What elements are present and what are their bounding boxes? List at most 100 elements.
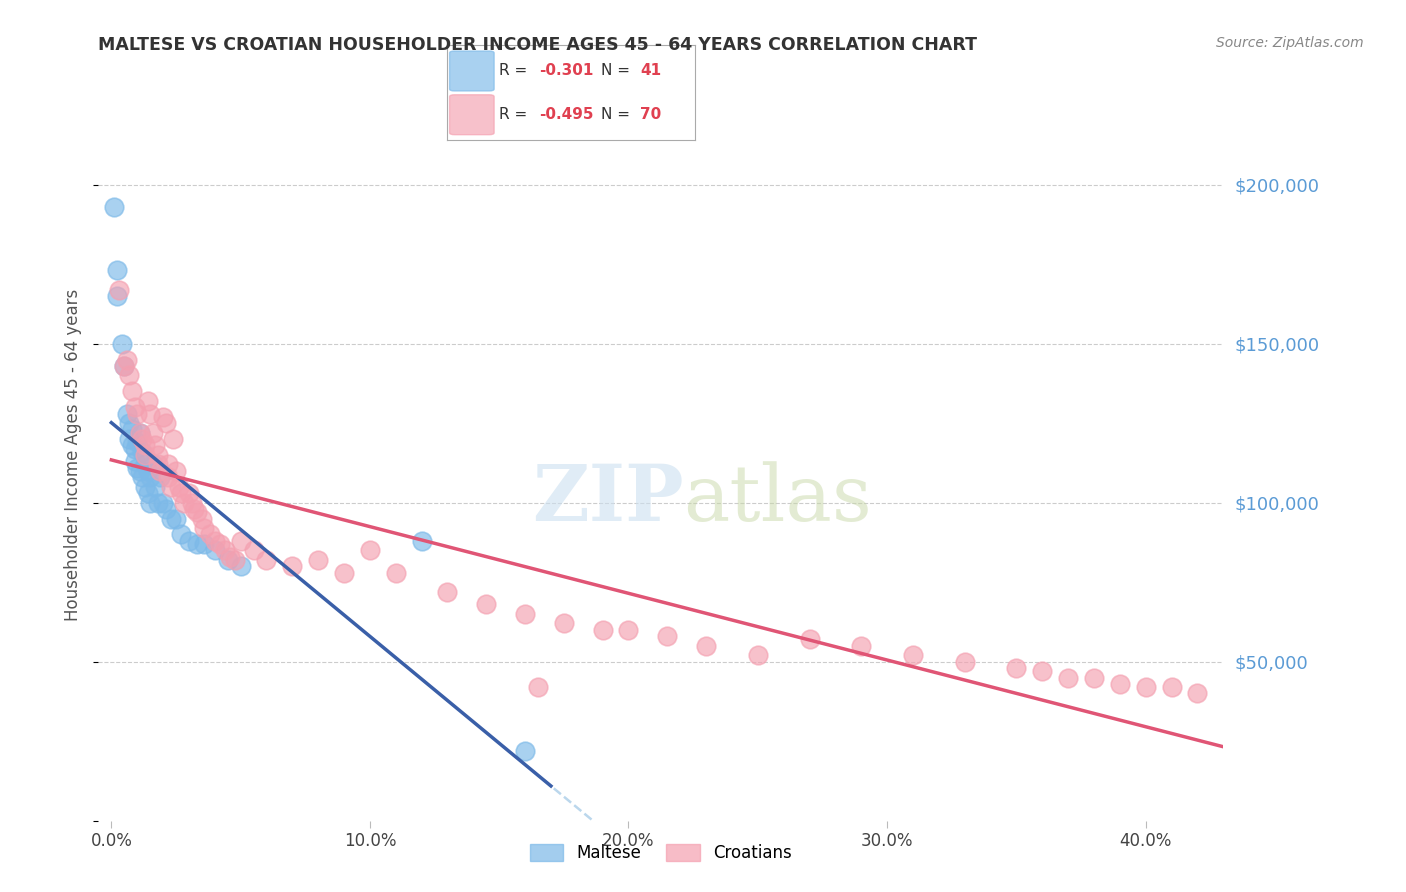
Text: R =: R =: [499, 107, 533, 122]
Point: [173, 495, 195, 509]
Point: [127, 460, 149, 475]
Point: [214, 543, 236, 558]
Point: [128, 464, 150, 478]
Point: [165, 511, 187, 525]
Point: [127, 435, 149, 450]
Point: [177, 533, 200, 548]
Point: [436, 584, 458, 599]
FancyBboxPatch shape: [450, 95, 494, 135]
Point: [142, 425, 165, 440]
Text: 70: 70: [640, 107, 661, 122]
Point: [157, 458, 180, 472]
Point: [229, 559, 252, 574]
Point: [136, 486, 159, 500]
Point: [177, 486, 200, 500]
Point: [127, 407, 149, 421]
Text: MALTESE VS CROATIAN HOUSEHOLDER INCOME AGES 45 - 64 YEARS CORRELATION CHART: MALTESE VS CROATIAN HOUSEHOLDER INCOME A…: [98, 36, 977, 54]
Point: [1160, 680, 1182, 694]
Point: [108, 283, 131, 297]
Text: N =: N =: [600, 107, 634, 122]
Point: [170, 486, 193, 500]
Point: [162, 432, 184, 446]
Point: [159, 511, 181, 525]
Text: 41: 41: [640, 63, 661, 78]
Point: [134, 448, 156, 462]
Point: [1005, 661, 1028, 675]
Point: [118, 432, 141, 446]
Point: [111, 336, 134, 351]
Point: [155, 502, 177, 516]
Point: [180, 495, 202, 509]
Point: [152, 409, 174, 424]
Point: [1083, 671, 1105, 685]
Point: [553, 616, 575, 631]
Point: [103, 200, 125, 214]
Point: [157, 470, 180, 484]
Point: [143, 480, 166, 494]
Point: [186, 505, 208, 519]
Point: [411, 533, 433, 548]
Point: [617, 623, 640, 637]
Point: [1135, 680, 1157, 694]
Point: [186, 537, 208, 551]
Point: [333, 566, 356, 580]
Point: [146, 458, 169, 472]
Point: [112, 359, 135, 373]
Point: [217, 553, 239, 567]
Point: [191, 511, 214, 525]
Point: [155, 416, 177, 430]
Point: [136, 393, 159, 408]
Text: -0.301: -0.301: [538, 63, 593, 78]
Text: -0.495: -0.495: [538, 107, 593, 122]
Point: [513, 744, 536, 758]
Text: N =: N =: [600, 63, 634, 78]
Point: [118, 368, 141, 383]
Point: [152, 495, 174, 509]
Point: [384, 566, 406, 580]
Text: R =: R =: [499, 63, 533, 78]
Point: [281, 559, 304, 574]
Point: [136, 464, 159, 478]
Point: [513, 607, 536, 621]
Text: atlas: atlas: [683, 461, 872, 537]
Point: [105, 289, 128, 303]
Point: [198, 527, 221, 541]
Point: [657, 629, 679, 643]
Point: [121, 438, 143, 452]
Text: ZIP: ZIP: [531, 461, 683, 537]
Point: [115, 352, 138, 367]
Point: [165, 464, 187, 478]
Point: [527, 680, 550, 694]
Text: Source: ZipAtlas.com: Source: ZipAtlas.com: [1216, 36, 1364, 50]
Point: [146, 448, 169, 462]
Point: [124, 442, 146, 456]
Point: [224, 553, 246, 567]
Point: [851, 639, 873, 653]
Point: [1057, 671, 1080, 685]
Point: [1187, 686, 1209, 700]
Point: [121, 384, 143, 399]
Point: [142, 458, 165, 472]
Point: [799, 632, 821, 647]
Point: [121, 422, 143, 436]
Point: [128, 425, 150, 440]
Point: [131, 444, 153, 458]
Point: [118, 416, 141, 430]
Point: [1031, 664, 1053, 678]
Point: [134, 438, 156, 452]
Point: [124, 401, 146, 415]
Point: [208, 537, 231, 551]
Point: [229, 533, 252, 548]
Point: [170, 527, 193, 541]
Point: [307, 553, 329, 567]
Point: [901, 648, 924, 663]
Point: [475, 598, 498, 612]
Point: [131, 470, 153, 484]
Point: [139, 495, 162, 509]
Point: [112, 359, 135, 373]
Point: [359, 543, 381, 558]
Point: [146, 495, 169, 509]
Point: [131, 432, 153, 446]
Point: [139, 407, 162, 421]
Point: [204, 543, 226, 558]
